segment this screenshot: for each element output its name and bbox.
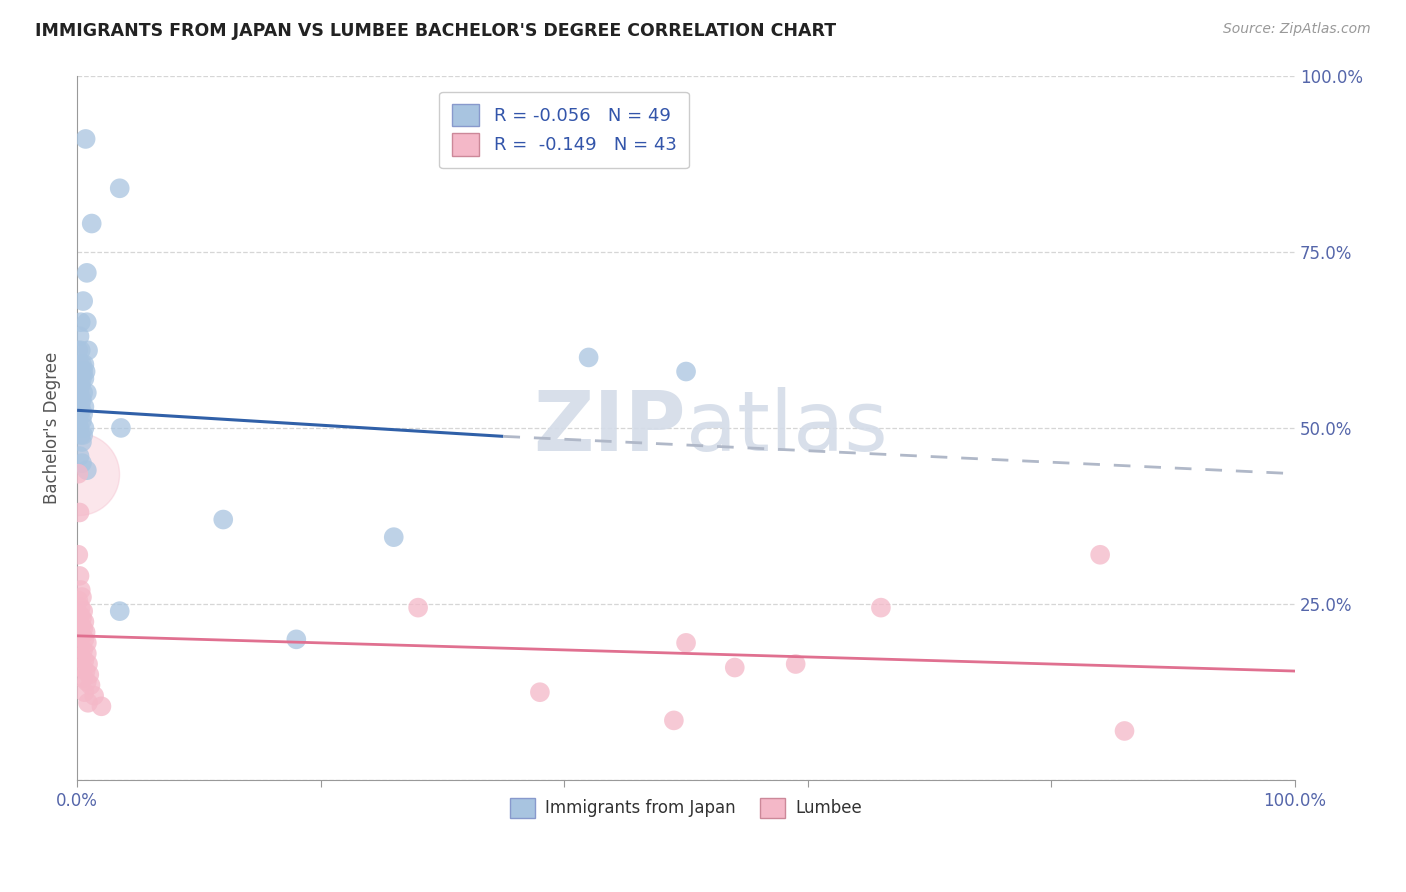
Point bbox=[72, 622, 94, 636]
Point bbox=[70, 629, 93, 643]
Y-axis label: Bachelor's Degree: Bachelor's Degree bbox=[44, 351, 60, 504]
Point bbox=[69, 428, 91, 442]
Point bbox=[69, 358, 91, 372]
Point bbox=[212, 512, 235, 526]
Point bbox=[69, 640, 91, 654]
Point bbox=[69, 407, 91, 421]
Text: atlas: atlas bbox=[686, 387, 887, 468]
Point bbox=[69, 607, 91, 622]
Point bbox=[70, 392, 93, 407]
Point bbox=[70, 660, 93, 674]
Point bbox=[77, 657, 100, 671]
Point bbox=[67, 467, 90, 481]
Point bbox=[72, 671, 94, 685]
Point bbox=[73, 685, 96, 699]
Point bbox=[73, 653, 96, 667]
Point bbox=[69, 400, 91, 414]
Point bbox=[70, 590, 93, 604]
Point bbox=[70, 371, 93, 385]
Point bbox=[578, 351, 600, 365]
Point bbox=[73, 421, 96, 435]
Point bbox=[73, 358, 96, 372]
Point bbox=[79, 678, 101, 692]
Point bbox=[77, 667, 100, 681]
Point bbox=[69, 365, 91, 379]
Point bbox=[69, 506, 91, 520]
Point bbox=[72, 293, 94, 308]
Point bbox=[406, 600, 429, 615]
Point bbox=[72, 604, 94, 618]
Legend: Immigrants from Japan, Lumbee: Immigrants from Japan, Lumbee bbox=[503, 791, 869, 825]
Point bbox=[67, 593, 90, 607]
Point bbox=[870, 600, 893, 615]
Point bbox=[73, 632, 96, 647]
Point bbox=[77, 343, 100, 358]
Point bbox=[76, 636, 98, 650]
Point bbox=[110, 421, 132, 435]
Text: ZIP: ZIP bbox=[533, 387, 686, 468]
Point bbox=[76, 385, 98, 400]
Point bbox=[69, 618, 91, 632]
Point bbox=[69, 378, 91, 392]
Point bbox=[70, 435, 93, 450]
Point bbox=[67, 365, 90, 379]
Point bbox=[529, 685, 551, 699]
Point bbox=[70, 456, 93, 470]
Point bbox=[70, 358, 93, 372]
Point bbox=[69, 449, 91, 463]
Point bbox=[72, 643, 94, 657]
Point bbox=[69, 329, 91, 343]
Point bbox=[69, 650, 91, 665]
Text: IMMIGRANTS FROM JAPAN VS LUMBEE BACHELOR'S DEGREE CORRELATION CHART: IMMIGRANTS FROM JAPAN VS LUMBEE BACHELOR… bbox=[35, 22, 837, 40]
Point bbox=[69, 569, 91, 583]
Point bbox=[785, 657, 807, 671]
Point bbox=[69, 371, 91, 385]
Point bbox=[70, 414, 93, 428]
Point bbox=[76, 647, 98, 661]
Point bbox=[67, 467, 90, 481]
Point bbox=[75, 664, 97, 678]
Point bbox=[73, 371, 96, 385]
Point bbox=[1088, 548, 1111, 562]
Point bbox=[75, 365, 97, 379]
Point bbox=[67, 343, 90, 358]
Point bbox=[1114, 723, 1136, 738]
Point bbox=[76, 315, 98, 329]
Point bbox=[67, 392, 90, 407]
Point bbox=[662, 714, 685, 728]
Point bbox=[76, 266, 98, 280]
Point bbox=[76, 674, 98, 689]
Point bbox=[675, 365, 697, 379]
Point bbox=[67, 414, 90, 428]
Point bbox=[724, 660, 747, 674]
Point bbox=[382, 530, 405, 544]
Point bbox=[69, 582, 91, 597]
Point bbox=[108, 604, 131, 618]
Point bbox=[77, 696, 100, 710]
Point bbox=[73, 615, 96, 629]
Point bbox=[72, 428, 94, 442]
Point bbox=[70, 611, 93, 625]
Point bbox=[285, 632, 308, 647]
Point bbox=[83, 689, 105, 703]
Point bbox=[69, 385, 91, 400]
Text: Source: ZipAtlas.com: Source: ZipAtlas.com bbox=[1223, 22, 1371, 37]
Point bbox=[675, 636, 697, 650]
Point bbox=[69, 421, 91, 435]
Point bbox=[75, 625, 97, 640]
Point bbox=[69, 315, 91, 329]
Point bbox=[75, 132, 97, 146]
Point bbox=[72, 407, 94, 421]
Point bbox=[69, 600, 91, 615]
Point bbox=[73, 400, 96, 414]
Point bbox=[76, 463, 98, 477]
Point bbox=[90, 699, 112, 714]
Point bbox=[69, 343, 91, 358]
Point bbox=[80, 217, 103, 231]
Point bbox=[67, 548, 90, 562]
Point bbox=[72, 365, 94, 379]
Point bbox=[72, 385, 94, 400]
Point bbox=[67, 378, 90, 392]
Point bbox=[108, 181, 131, 195]
